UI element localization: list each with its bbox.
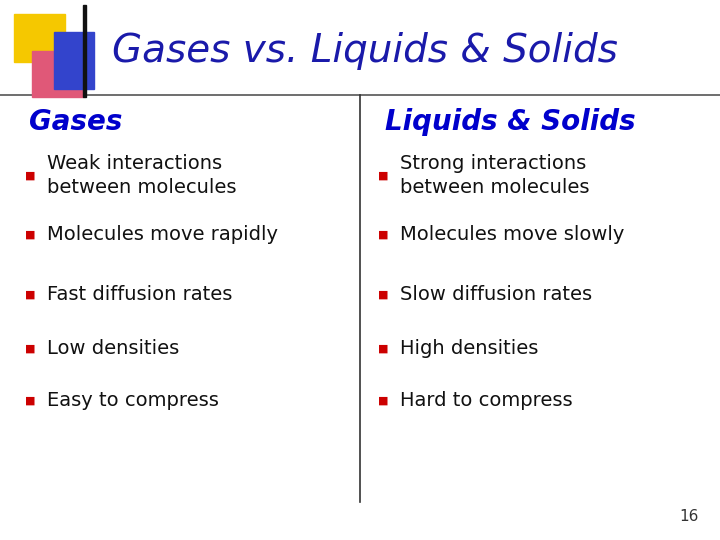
Text: High densities: High densities (400, 339, 538, 358)
Bar (14, 14, 65, 62)
Text: Gases vs. Liquids & Solids: Gases vs. Liquids & Solids (112, 32, 618, 70)
Text: ■: ■ (378, 171, 389, 180)
Text: ■: ■ (25, 230, 36, 240)
Text: ■: ■ (378, 343, 389, 353)
Text: ■: ■ (378, 230, 389, 240)
Text: ■: ■ (25, 171, 36, 180)
Text: Strong interactions
between molecules: Strong interactions between molecules (400, 154, 589, 197)
Text: Liquids & Solids: Liquids & Solids (385, 107, 636, 136)
Text: ■: ■ (378, 289, 389, 299)
Text: Easy to compress: Easy to compress (47, 391, 219, 410)
Bar (32, 51, 83, 97)
Text: Low densities: Low densities (47, 339, 179, 358)
Text: ■: ■ (25, 343, 36, 353)
Text: 16: 16 (679, 509, 698, 524)
Text: ■: ■ (25, 396, 36, 406)
Text: Weak interactions
between molecules: Weak interactions between molecules (47, 154, 236, 197)
Bar (83, 5, 86, 97)
Text: Slow diffusion rates: Slow diffusion rates (400, 285, 592, 304)
Text: Gases: Gases (29, 107, 122, 136)
Text: Fast diffusion rates: Fast diffusion rates (47, 285, 232, 304)
Text: ■: ■ (25, 289, 36, 299)
Text: Molecules move rapidly: Molecules move rapidly (47, 225, 278, 245)
Text: Molecules move slowly: Molecules move slowly (400, 225, 624, 245)
Text: Hard to compress: Hard to compress (400, 391, 572, 410)
Bar (54, 32, 94, 89)
Text: ■: ■ (378, 396, 389, 406)
